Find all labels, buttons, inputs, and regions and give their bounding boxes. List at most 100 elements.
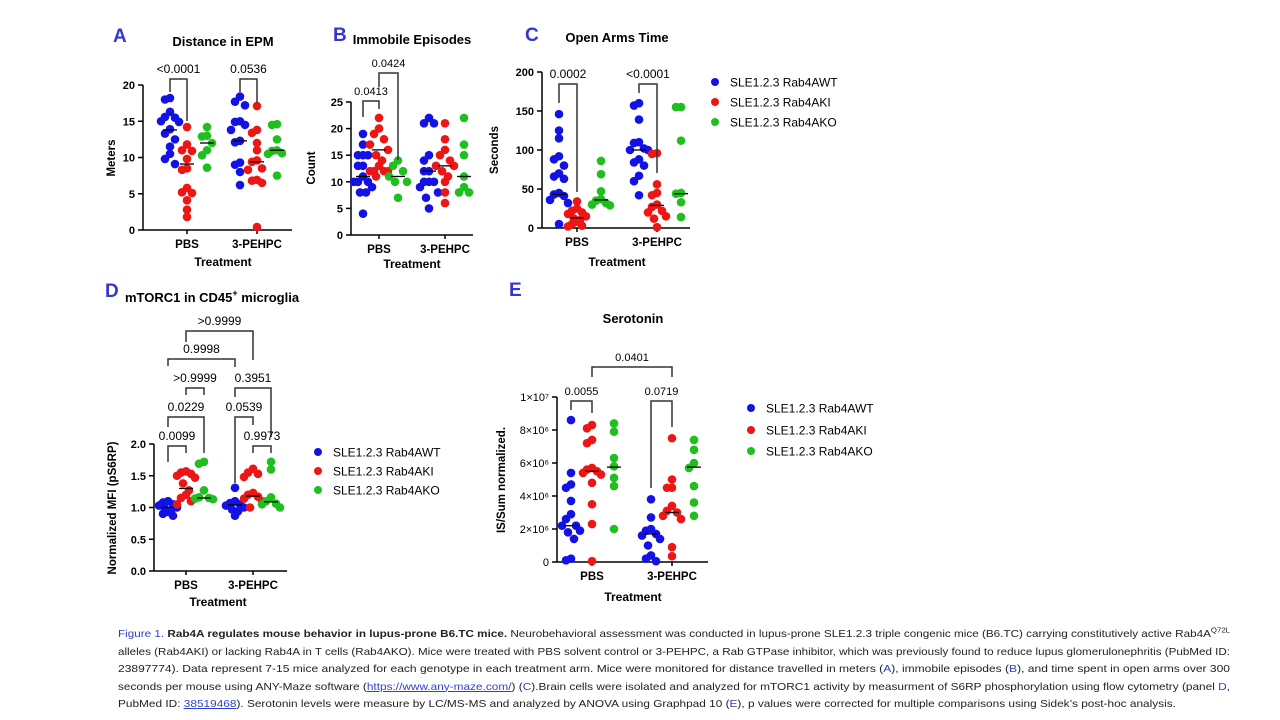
p-value-label: >0.9999 [198, 314, 242, 328]
chart-title: Serotonin [603, 311, 664, 326]
data-point [379, 134, 389, 144]
data-point [402, 177, 412, 187]
data-point [587, 499, 597, 509]
chart-title: Distance in EPM [172, 34, 273, 49]
caption-link[interactable]: 38519468 [183, 698, 237, 710]
data-point [559, 161, 569, 170]
data-point [667, 475, 677, 484]
data-point [358, 140, 368, 149]
data-point [235, 180, 245, 190]
y-tick-label: 200 [516, 67, 534, 79]
data-point [464, 188, 474, 197]
data-point [554, 126, 564, 135]
significance-bracket [570, 400, 593, 413]
data-point [629, 158, 639, 167]
data-point [182, 195, 192, 205]
x-tick-label: PBS [174, 580, 198, 592]
data-point [266, 465, 276, 474]
y-tick-label: 0 [543, 557, 549, 569]
data-point [174, 117, 184, 127]
data-point [199, 486, 209, 495]
data-point [625, 145, 635, 155]
caption-text: Q72L [1210, 627, 1230, 635]
data-point [393, 193, 403, 203]
legend-label: SLE1.2.3 Rab4AKO [730, 116, 837, 130]
data-point [587, 200, 597, 209]
data-point [230, 137, 240, 147]
panel-b: B Immobile Episodes 0 5 10 15 20 25 PBS 3-PEHPCTr… [306, 25, 474, 271]
caption-link[interactable]: https://www.any-maze.com/ [366, 680, 512, 693]
legend-label: SLE1.2.3 Rab4AKI [730, 96, 831, 110]
caption-text: ). Serotonin levels were measure by LC/M… [236, 698, 730, 710]
data-point [596, 156, 606, 166]
data-point [176, 493, 186, 503]
panel-c: C Open Arms Time 0 50 100 150 200 PBS 3-PEHPC Tre… [489, 25, 838, 269]
data-point [353, 161, 363, 171]
panel-e: E Serotonin 0 2×10⁶ 4×10⁶ 6×10⁶ 8×10⁶ 1×10⁷ PBS 3… [496, 280, 874, 604]
significance-bracket [362, 100, 380, 117]
data-point [609, 419, 619, 428]
y-tick-label: 150 [516, 106, 534, 118]
y-tick-label: 1.5 [131, 471, 146, 483]
legend-marker [747, 404, 755, 412]
data-point [671, 102, 681, 112]
data-point [257, 164, 267, 173]
caption-text: Neurobehavioral assessment was conducted… [507, 628, 1211, 640]
data-point [247, 128, 257, 138]
data-point [676, 136, 686, 145]
x-tick-label: PBS [565, 237, 589, 249]
data-point [587, 478, 597, 488]
data-point [689, 498, 699, 507]
x-tick-label: 3-PEHPC [647, 571, 697, 583]
data-point [652, 222, 662, 232]
data-point [429, 177, 439, 187]
caption-text: 23897774). Data represent 7-15 mice anal… [118, 663, 884, 675]
data-point [667, 551, 677, 561]
data-point [563, 222, 573, 231]
caption-line: alleles (Rab4AKI) or lacking Rab4A in T … [118, 644, 1280, 662]
data-point [667, 542, 677, 552]
data-point [353, 150, 363, 160]
caption-line: seconds per mouse using ANY-Maze softwar… [118, 679, 1280, 697]
y-axis-label: Seconds [489, 126, 501, 174]
data-point [398, 166, 408, 176]
caption-text: ), and time spent in open arms over 300 [1017, 663, 1230, 675]
data-point [435, 150, 445, 160]
data-point [158, 509, 168, 519]
data-point [266, 457, 276, 467]
data-point [651, 556, 661, 566]
y-tick-label: 25 [331, 97, 343, 109]
data-point [569, 534, 579, 544]
data-point [383, 145, 393, 155]
chart-title-superscript: + [232, 288, 237, 298]
data-point [230, 160, 240, 170]
x-tick-label: 3-PEHPC [632, 237, 682, 249]
y-tick-label: 10 [331, 177, 343, 189]
data-point [240, 120, 250, 130]
data-point [367, 182, 377, 192]
significance-bracket [167, 445, 187, 462]
data-point [363, 150, 373, 160]
panel-letter: B [333, 25, 347, 46]
data-point [440, 118, 450, 128]
y-tick-label: 10 [123, 153, 135, 165]
y-axis-label: Normalized MFI (pS6RP) [107, 441, 119, 574]
data-point [609, 427, 619, 436]
y-tick-label: 5 [129, 189, 135, 201]
data-point [689, 435, 699, 445]
data-point [676, 514, 686, 524]
y-axis-label: Count [306, 151, 318, 184]
y-tick-label: 0 [337, 230, 343, 242]
data-point [230, 511, 240, 521]
y-tick-label: 8×10⁶ [520, 425, 549, 437]
data-point [582, 438, 592, 448]
data-point [170, 135, 180, 144]
p-value-label: 0.0099 [159, 429, 196, 443]
data-point [559, 174, 569, 184]
p-value-label: 0.0229 [168, 400, 205, 414]
data-point [658, 511, 668, 521]
legend-label: SLE1.2.3 Rab4AKI [766, 424, 867, 438]
data-point [252, 145, 262, 155]
data-point [177, 145, 187, 155]
